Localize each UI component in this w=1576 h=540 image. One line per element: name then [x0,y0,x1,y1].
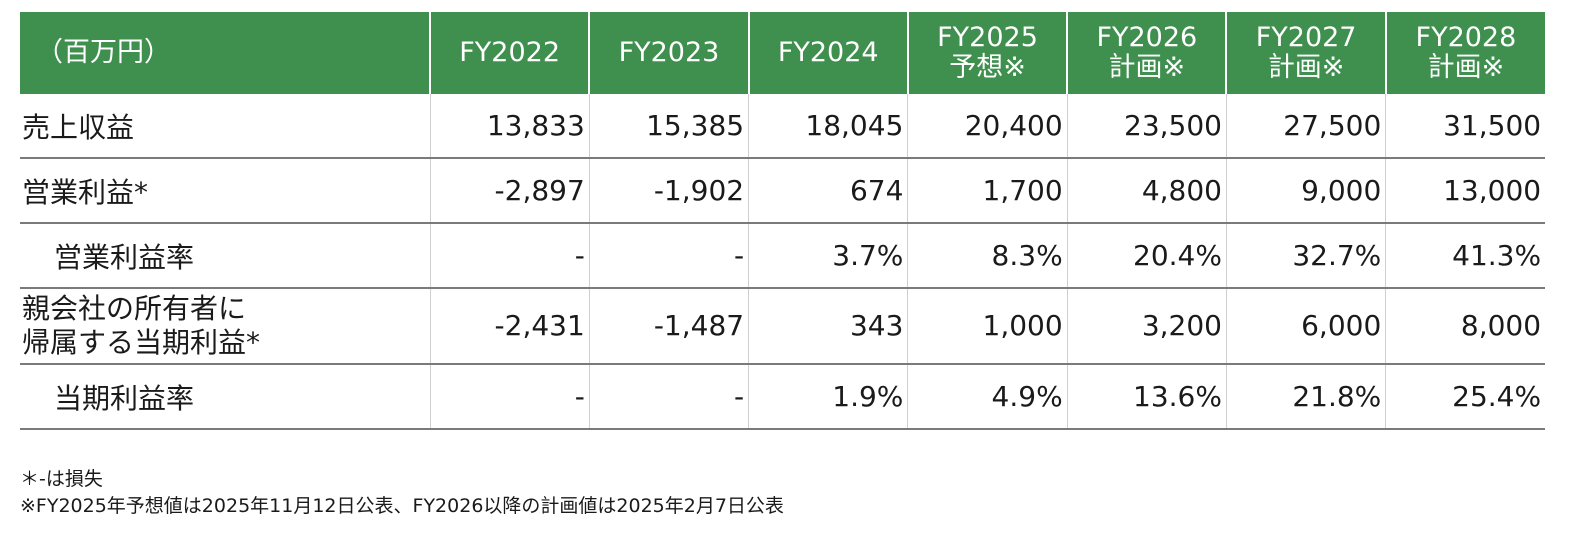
table-cell: 4.9% [907,364,1068,430]
table-cell: 8,000 [1385,288,1546,365]
table-row-net-margin: 当期利益率 - - 1.9% 4.9% 13.6% 21.8% 25.4% [20,364,1546,430]
column-header-kind: 計画※ [1108,52,1186,83]
table-cell: 20,400 [907,94,1068,159]
row-label-line: 親会社の所有者に [22,292,247,325]
column-header-fy2022: FY2022 [428,12,590,94]
table-cell: -2,897 [429,158,590,224]
column-header-fy2027: FY2027 計画※ [1225,12,1386,94]
row-label-line: 帰属する当期利益* [22,326,261,359]
table-cell: 25.4% [1385,364,1546,430]
table-cell: 8.3% [907,223,1068,289]
table-cell: 3,200 [1066,288,1227,365]
table-cell: 27,500 [1225,94,1386,159]
column-header-fy2028: FY2028 計画※ [1384,12,1546,94]
table-cell: 41.3% [1385,223,1546,289]
table-cell: -1,902 [588,158,749,224]
column-header-year: FY2024 [777,37,879,68]
column-header-year: FY2025 [937,22,1038,53]
table-row-operating-profit: 営業利益* -2,897 -1,902 674 1,700 4,800 9,00… [20,158,1546,224]
column-header-kind: 計画※ [1427,52,1505,83]
table-cell: 3.7% [748,223,908,289]
table-cell: 31,500 [1385,94,1546,159]
loss-footnote: ＊-は損失 [20,468,103,490]
unit-label-header: （百万円） [20,12,430,94]
column-header-fy2025: FY2025 予想※ [906,12,1068,94]
table-cell: -1,487 [588,288,749,365]
footnotes: ＊-は損失 ※FY2025年予想値は2025年11月12日公表、FY2026以降… [20,466,784,520]
column-header-year: FY2028 [1415,22,1517,53]
column-header-kind: 予想※ [949,52,1026,83]
column-header-fy2026: FY2026 計画※ [1066,12,1227,94]
table-cell: 343 [748,288,908,365]
financial-results-table: （百万円） FY2022 FY2023 FY2024 FY2025 予想※ FY2… [20,12,1546,430]
table-cell: 15,385 [588,94,749,159]
plan-footnote: ※FY2025年予想値は2025年11月12日公表、FY2026以降の計画値は2… [20,495,784,517]
column-header-year: FY2022 [459,37,561,68]
table-cell: 13.6% [1066,364,1227,430]
table-cell: 674 [748,158,908,224]
table-cell: 32.7% [1225,223,1386,289]
table-cell: 6,000 [1225,288,1386,365]
column-header-year: FY2026 [1096,22,1198,53]
table-header-row: （百万円） FY2022 FY2023 FY2024 FY2025 予想※ FY2… [20,12,1546,94]
column-header-year: FY2023 [618,37,720,68]
column-header-year: FY2027 [1255,22,1357,53]
table-cell: 13,833 [429,94,590,159]
row-label: 当期利益率 [20,364,430,430]
row-label: 営業利益率 [20,223,430,289]
table-row-net-profit: 親会社の所有者に 帰属する当期利益* -2,431 -1,487 343 1,0… [20,288,1546,365]
column-header-fy2023: FY2023 [588,12,749,94]
table-cell: 1,000 [907,288,1068,365]
table-cell: 1.9% [748,364,908,430]
table-cell: 21.8% [1225,364,1386,430]
table-cell: - [429,364,590,430]
table-cell: 9,000 [1225,158,1386,224]
table-cell: 18,045 [748,94,908,159]
row-label: 売上収益 [20,94,430,159]
table-cell: - [588,364,749,430]
table-cell: 1,700 [907,158,1068,224]
column-header-fy2024: FY2024 [747,12,908,94]
row-label: 営業利益* [20,158,430,224]
table-row-operating-margin: 営業利益率 - - 3.7% 8.3% 20.4% 32.7% 41.3% [20,223,1546,289]
table-cell: 20.4% [1066,223,1227,289]
table-cell: -2,431 [429,288,590,365]
table-row-revenue: 売上収益 13,833 15,385 18,045 20,400 23,500 … [20,94,1546,159]
table-cell: 13,000 [1385,158,1546,224]
table-cell: 23,500 [1066,94,1227,159]
column-header-kind: 計画※ [1267,52,1345,83]
table-cell: 4,800 [1066,158,1227,224]
table-cell: - [588,223,749,289]
row-label: 親会社の所有者に 帰属する当期利益* [20,288,430,365]
table-cell: - [429,223,590,289]
